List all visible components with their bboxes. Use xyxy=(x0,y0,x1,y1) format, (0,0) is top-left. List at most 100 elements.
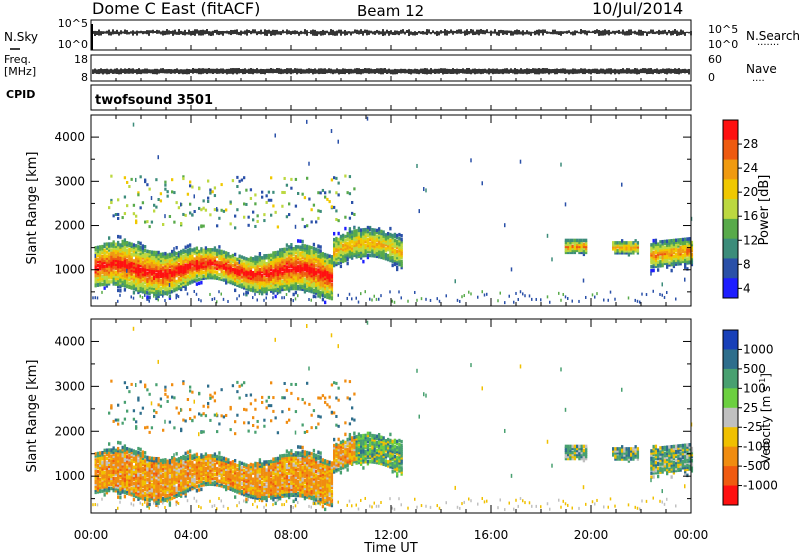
power-cell xyxy=(126,260,129,265)
power-cell xyxy=(123,195,127,199)
power-cell xyxy=(371,232,374,236)
power-cell xyxy=(362,234,365,238)
power-cell xyxy=(328,268,331,272)
power-cell xyxy=(661,263,664,268)
power-cell xyxy=(238,254,241,259)
power-cell xyxy=(560,162,562,167)
power-cell xyxy=(319,249,322,253)
velocity-cell xyxy=(132,475,136,480)
power-cell xyxy=(128,285,131,289)
power-cell xyxy=(126,180,129,184)
power-cell xyxy=(630,241,633,245)
power-cell xyxy=(337,253,340,258)
velocity-cell xyxy=(182,489,185,493)
power-cell xyxy=(285,247,289,251)
power-cell xyxy=(306,176,309,180)
power-cell xyxy=(391,235,394,240)
power-cell xyxy=(290,276,293,281)
velocity-cell xyxy=(137,481,140,485)
power-cell xyxy=(686,239,689,243)
power-cell xyxy=(222,254,226,258)
power-cell xyxy=(621,243,624,247)
velocity-cell xyxy=(186,470,190,475)
velocity-cell xyxy=(144,426,147,430)
power-cell xyxy=(191,256,194,260)
power-cell xyxy=(171,257,174,262)
power-cell xyxy=(294,284,298,289)
velocity-cell xyxy=(173,475,176,479)
power-cell xyxy=(666,253,669,257)
power-cell xyxy=(398,248,401,253)
velocity-cell xyxy=(146,459,149,464)
power-cell xyxy=(362,241,365,246)
power-cell xyxy=(312,282,316,287)
velocity-cell xyxy=(189,473,192,478)
power-cell xyxy=(657,244,660,248)
power-cell xyxy=(398,250,401,255)
power-cell xyxy=(681,239,685,244)
power-cell xyxy=(207,256,210,260)
power-cell xyxy=(128,255,131,260)
power-cell xyxy=(265,269,268,274)
power-cell xyxy=(137,256,140,261)
power-cell xyxy=(144,254,147,259)
power-cell xyxy=(483,293,486,297)
velocity-cell xyxy=(119,469,122,474)
power-cell xyxy=(319,257,322,261)
power-cell xyxy=(378,251,381,255)
colorbar-tick-label: 12 xyxy=(743,233,758,247)
power-cell xyxy=(150,270,154,274)
power-cell xyxy=(103,282,106,286)
power-cell xyxy=(668,255,671,259)
power-cell xyxy=(236,184,239,188)
power-cell xyxy=(236,283,239,288)
velocity-cell xyxy=(184,494,187,498)
power-cell xyxy=(666,290,668,294)
power-cell xyxy=(137,246,140,251)
power-cell xyxy=(324,290,327,295)
velocity-cell xyxy=(119,451,122,455)
velocity-cell xyxy=(166,463,169,468)
velocity-cell xyxy=(114,418,118,422)
velocity-cell xyxy=(130,502,132,506)
power-cell xyxy=(675,248,678,252)
power-cell xyxy=(252,218,255,222)
power-cell xyxy=(234,276,237,281)
power-cell xyxy=(299,285,302,289)
power-cell xyxy=(306,288,309,293)
velocity-cell xyxy=(159,481,163,485)
colorbar-swatch xyxy=(723,139,738,161)
velocity-cell xyxy=(177,477,181,481)
power-cell xyxy=(281,275,284,280)
power-cell xyxy=(294,272,298,277)
velocity-cell xyxy=(157,489,160,493)
power-cell xyxy=(238,259,240,264)
power-cell xyxy=(387,235,390,240)
velocity-cell xyxy=(110,474,113,479)
power-cell xyxy=(312,272,316,277)
power-cell xyxy=(157,268,160,273)
velocity-cell xyxy=(108,468,111,473)
power-cell xyxy=(238,270,241,274)
velocity-cell xyxy=(168,489,171,494)
power-cell xyxy=(333,257,336,262)
power-cell xyxy=(344,215,347,219)
velocity-cell xyxy=(137,475,140,479)
power-cell xyxy=(663,245,667,250)
velocity-cell xyxy=(153,468,156,473)
power-cell xyxy=(193,259,196,263)
power-cell xyxy=(157,264,160,269)
power-cell xyxy=(168,280,172,284)
power-cell xyxy=(171,190,174,194)
power-cell xyxy=(119,255,122,259)
power-cell xyxy=(114,262,118,266)
velocity-cell xyxy=(150,464,154,469)
power-cell xyxy=(119,265,122,269)
velocity-cell xyxy=(159,470,163,475)
power-cell xyxy=(139,255,142,260)
power-cell xyxy=(463,294,465,298)
power-cell xyxy=(112,252,115,256)
power-cell xyxy=(175,265,178,270)
power-cell xyxy=(301,249,304,254)
power-cell xyxy=(186,258,190,262)
